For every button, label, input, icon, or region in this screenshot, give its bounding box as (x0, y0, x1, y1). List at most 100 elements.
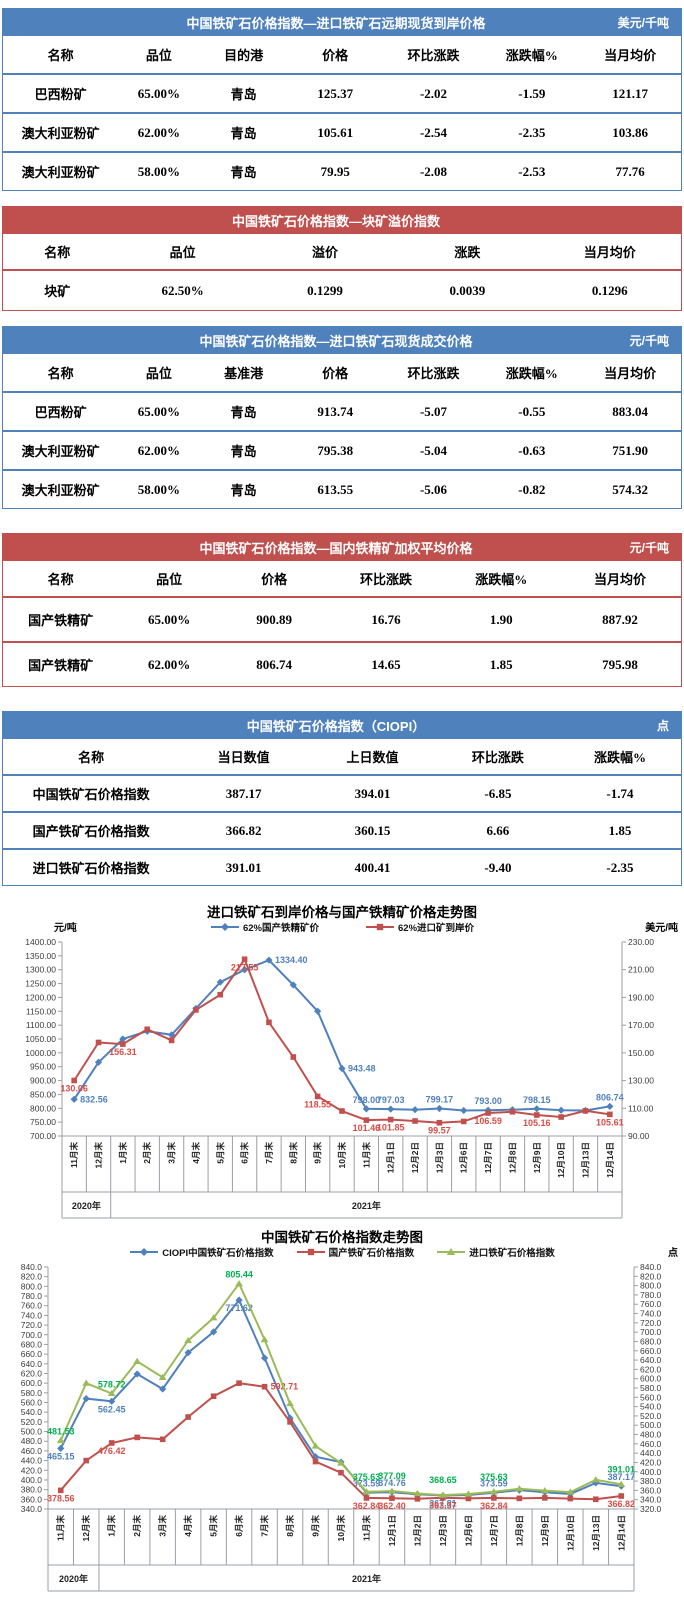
data-point-marker (491, 1495, 497, 1501)
right-axis-tick-label: 110.00 (628, 1103, 654, 1113)
left-axis-tick-label: 1000.00 (25, 1048, 56, 1058)
x-axis-label: 5月末 (209, 1515, 219, 1537)
cell: 65.00% (137, 403, 181, 419)
data-label: 481.53 (47, 1426, 75, 1436)
data-label: 799.17 (426, 1095, 454, 1105)
data-point-marker (312, 1458, 319, 1465)
left-axis-tick-label: 900.00 (30, 1076, 56, 1086)
left-axis-tick-label: 660.0 (21, 1349, 43, 1359)
cell: -5.04 (382, 430, 485, 470)
cell: 574.32 (579, 469, 681, 508)
cell: 105.61 (287, 112, 383, 152)
data-point-marker (159, 1436, 166, 1443)
x-axis-label: 12月9日 (540, 1515, 550, 1546)
table-row: 澳大利亚粉矿 62.00% 青岛 795.38 -5.04 -0.63 751.90 (3, 430, 681, 470)
data-point-marker (362, 1105, 370, 1113)
right-axis-tick-label: 480.0 (640, 1430, 662, 1440)
left-axis-tick-label: 1250.00 (25, 979, 56, 989)
data-point-marker (286, 1399, 294, 1407)
data-label: 101.46 (353, 1123, 381, 1133)
data-point-marker (83, 1457, 90, 1464)
cell: 青岛 (230, 405, 257, 420)
data-point-marker (591, 1476, 600, 1483)
cell: -2.54 (382, 112, 485, 152)
cell: 青岛 (199, 112, 288, 152)
x-axis-label: 4月末 (191, 1142, 201, 1164)
left-axis-tick-label: 480.0 (21, 1436, 43, 1446)
data-point-marker (144, 1026, 151, 1033)
cell: 国产铁矿石价格指数 (3, 811, 180, 849)
cell: 62.00% (118, 112, 200, 152)
x-axis-label: 11月末 (361, 1515, 371, 1541)
right-axis-tick-label: 320.0 (640, 1504, 662, 1514)
cell: 1.85 (443, 641, 559, 686)
data-point-marker (307, 1248, 314, 1255)
column-header: 环比涨跌 (328, 561, 444, 598)
x-axis-label: 1月末 (118, 1142, 128, 1164)
column-header: 名称 (3, 561, 119, 598)
x-axis-label: 12月1日 (386, 1142, 396, 1173)
column-header: 环比涨跌 (382, 354, 485, 393)
data-point-marker (236, 1380, 242, 1386)
data-point-marker (241, 966, 249, 974)
column-header: 上日数值 (308, 739, 437, 776)
data-point-marker (516, 1495, 523, 1502)
table-title-bar: 中国铁矿石价格指数（CIOPI） 点 (3, 712, 681, 739)
right-axis-tick-label: 440.0 (640, 1448, 662, 1458)
data-label: 943.48 (348, 1064, 376, 1074)
column-header: 涨跌幅% (443, 561, 559, 598)
left-axis-tick-label: 1350.00 (25, 951, 56, 961)
data-point-marker (607, 1111, 613, 1118)
data-point-marker (261, 1383, 268, 1390)
data-point-marker (387, 1116, 394, 1123)
cell: 青岛 (199, 151, 288, 190)
cell: 青岛 (199, 469, 288, 508)
cell: 0.0039 (449, 282, 486, 298)
data-label: 101.85 (377, 1123, 405, 1133)
data-point-marker (235, 1280, 243, 1287)
right-axis-tick-label: 520.0 (640, 1411, 662, 1421)
table-row: 块矿 62.50% 0.1299 0.0039 0.1296 (3, 270, 681, 310)
column-header: 价格 (219, 561, 329, 598)
data-point-marker (606, 1102, 614, 1111)
data-point-marker (290, 1054, 297, 1060)
data-label: 1334.40 (275, 955, 308, 965)
x-axis-label: 12月3日 (438, 1515, 448, 1546)
column-header: 基准港 (199, 354, 288, 393)
x-axis-label: 3月末 (167, 1142, 177, 1164)
right-axis-tick-label: 780.0 (640, 1290, 662, 1300)
data-point-marker (265, 956, 273, 964)
data-point-marker (82, 1379, 91, 1386)
left-axis-tick-label: 780.0 (21, 1291, 43, 1301)
cell: -2.08 (382, 151, 485, 190)
column-header: 品位 (118, 561, 220, 598)
data-label: 578.72 (98, 1379, 126, 1389)
left-axis-tick-label: 360.0 (21, 1494, 43, 1504)
cell: 巴西粉矿 (34, 87, 87, 102)
right-axis-tick-label: 840.0 (640, 1262, 662, 1272)
data-label: 156.31 (109, 1047, 137, 1057)
left-axis-tick-label: 700.0 (21, 1330, 43, 1340)
legend-marker-icon (366, 923, 394, 930)
right-axis-tick-label: 360.0 (640, 1485, 662, 1495)
cell: 887.92 (602, 611, 638, 627)
data-point-marker (220, 922, 229, 931)
cell: 400.41 (308, 848, 437, 885)
data-point-marker (338, 1469, 344, 1476)
left-axis-tick-label: 1300.00 (25, 965, 56, 975)
x-axis-label: 9月末 (313, 1142, 323, 1164)
left-axis-tick-label: 380.0 (21, 1485, 43, 1495)
data-point-marker (436, 1119, 443, 1126)
column-header: 当日数值 (179, 739, 309, 776)
cell: 387.17 (225, 785, 262, 801)
column-header: 价格 (287, 36, 383, 75)
table-domestic-concentrate-prices: 中国铁矿石价格指数—国内铁精矿加权平均价格 元/千吨 名称 品位 价格 环比涨跌 涨跌幅… (2, 533, 682, 687)
cell: 巴西粉矿 (34, 405, 87, 420)
table-title: 中国铁矿石价格指数—进口铁矿石现货成交价格 (199, 334, 473, 349)
cell: 121.17 (612, 85, 648, 101)
data-label: 793.00 (474, 1096, 502, 1106)
data-point-marker (388, 1487, 396, 1494)
chart-import-vs-domestic-price-trend: 进口铁矿石到岸价格与国产铁精矿价格走势图 元/吨 美元/吨 62%国产铁精矿价 6… (0, 901, 684, 1220)
x-axis-label: 1月末 (107, 1515, 117, 1537)
right-axis-tick-label: 620.0 (640, 1364, 662, 1374)
